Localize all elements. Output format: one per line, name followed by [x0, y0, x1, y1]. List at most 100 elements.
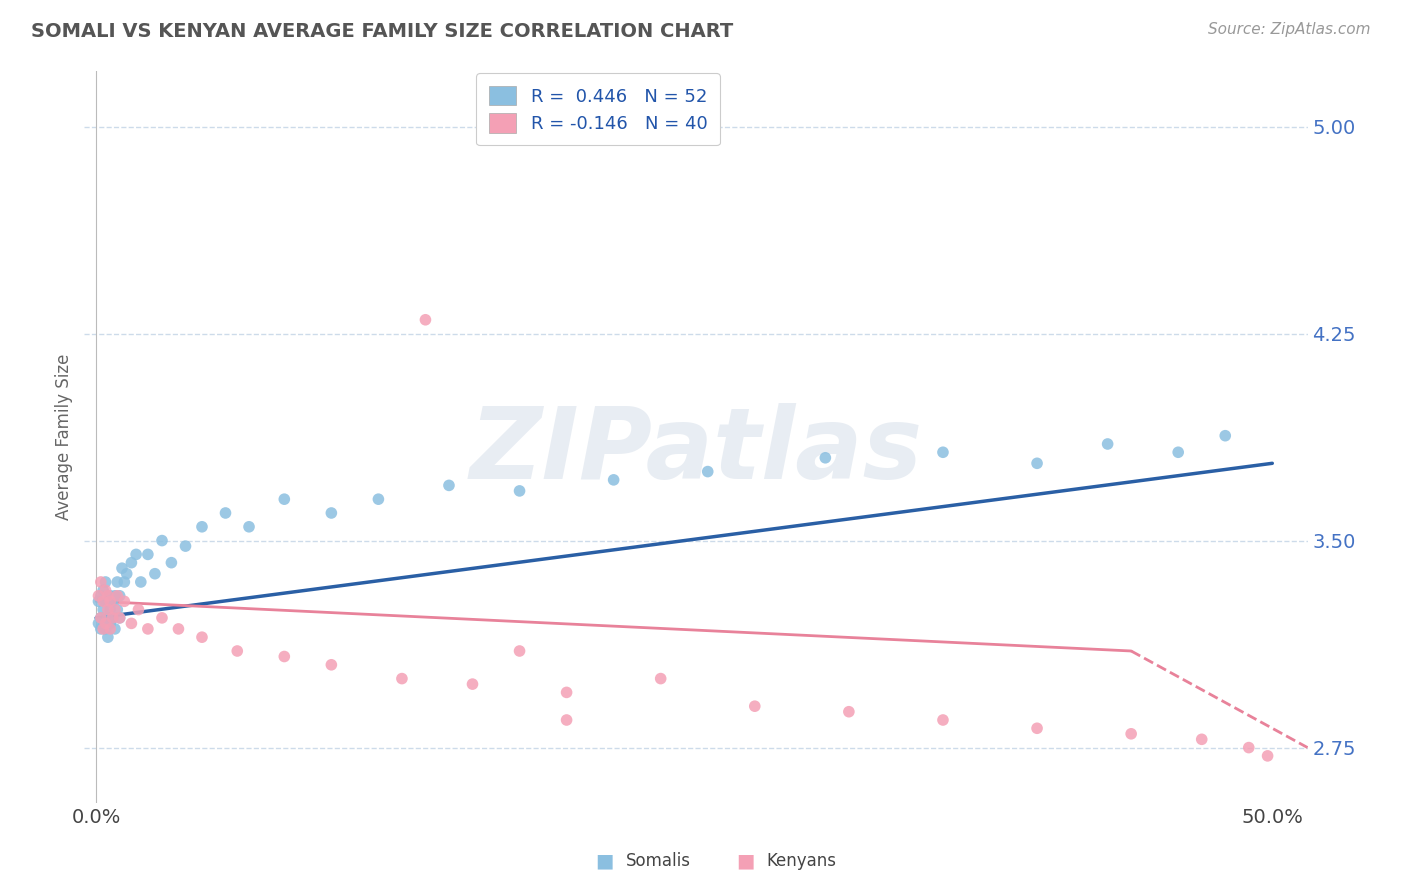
Point [160, 556, 183, 570]
Legend: R =  0.446   N = 52, R = -0.146   N = 40: R = 0.446 N = 52, R = -0.146 N = 40 [477, 73, 720, 145]
Point [120, 556, 142, 570]
Point [105, 589, 128, 603]
Point [98, 616, 121, 631]
Point [87, 616, 110, 631]
Point [94, 594, 117, 608]
Point [143, 566, 166, 581]
Point [509, 644, 531, 658]
Point [150, 533, 173, 548]
Point [838, 705, 860, 719]
Point [90, 589, 112, 603]
Point [91, 583, 114, 598]
Point [98, 589, 121, 603]
Text: SOMALI VS KENYAN AVERAGE FAMILY SIZE CORRELATION CHART: SOMALI VS KENYAN AVERAGE FAMILY SIZE COR… [31, 22, 733, 41]
Point [1213, 428, 1236, 442]
Point [101, 611, 124, 625]
Text: Source: ZipAtlas.com: Source: ZipAtlas.com [1208, 22, 1371, 37]
Y-axis label: Average Family Size: Average Family Size [55, 354, 73, 520]
Point [105, 574, 128, 589]
Point [226, 644, 249, 658]
Point [101, 611, 124, 625]
Point [932, 713, 955, 727]
Point [273, 492, 295, 507]
Point [91, 602, 114, 616]
Point [91, 622, 114, 636]
Point [367, 492, 389, 507]
Point [90, 574, 112, 589]
Point [112, 574, 135, 589]
Point [136, 548, 159, 562]
Point [108, 589, 131, 603]
Point [94, 616, 117, 631]
Point [321, 657, 343, 672]
Point [97, 602, 120, 616]
Point [104, 602, 127, 616]
Point [105, 602, 128, 616]
Point [104, 622, 127, 636]
Point [191, 630, 214, 644]
Point [97, 611, 120, 625]
Point [112, 594, 135, 608]
Point [120, 616, 142, 631]
Point [97, 630, 120, 644]
Point [108, 611, 131, 625]
Point [167, 622, 190, 636]
Point [555, 685, 578, 699]
Point [98, 622, 121, 636]
Text: ZIPatlas: ZIPatlas [470, 403, 922, 500]
Point [509, 483, 531, 498]
Point [94, 622, 117, 636]
Point [744, 699, 766, 714]
Point [125, 548, 148, 562]
Point [101, 594, 124, 608]
Point [98, 602, 121, 616]
Point [1026, 456, 1049, 470]
Point [127, 602, 149, 616]
Point [814, 450, 837, 465]
Text: ■: ■ [735, 851, 755, 871]
Point [98, 594, 121, 608]
Point [1026, 721, 1049, 735]
Point [238, 520, 260, 534]
Text: Somalis: Somalis [626, 852, 690, 870]
Point [90, 611, 112, 625]
Text: Kenyans: Kenyans [766, 852, 837, 870]
Point [1167, 445, 1189, 459]
Point [555, 713, 578, 727]
Point [150, 611, 173, 625]
Point [87, 589, 110, 603]
Point [461, 677, 484, 691]
Point [91, 616, 114, 631]
Point [214, 506, 236, 520]
Point [94, 574, 117, 589]
Point [90, 611, 112, 625]
Point [1097, 437, 1119, 451]
Point [191, 520, 214, 534]
Point [111, 561, 134, 575]
Point [91, 594, 114, 608]
Point [97, 594, 120, 608]
Point [94, 583, 117, 598]
Point [115, 566, 138, 581]
Point [696, 465, 718, 479]
Point [650, 672, 672, 686]
Point [273, 649, 295, 664]
Point [87, 594, 110, 608]
Point [136, 622, 159, 636]
Point [174, 539, 197, 553]
Point [391, 672, 413, 686]
Point [437, 478, 460, 492]
Point [129, 574, 152, 589]
Point [108, 611, 131, 625]
Text: ■: ■ [595, 851, 614, 871]
Point [415, 312, 437, 326]
Point [97, 589, 120, 603]
Point [104, 589, 127, 603]
Point [90, 622, 112, 636]
Point [932, 445, 955, 459]
Point [602, 473, 624, 487]
Point [1257, 748, 1279, 763]
Point [321, 506, 343, 520]
Point [1191, 732, 1213, 747]
Point [1237, 740, 1260, 755]
